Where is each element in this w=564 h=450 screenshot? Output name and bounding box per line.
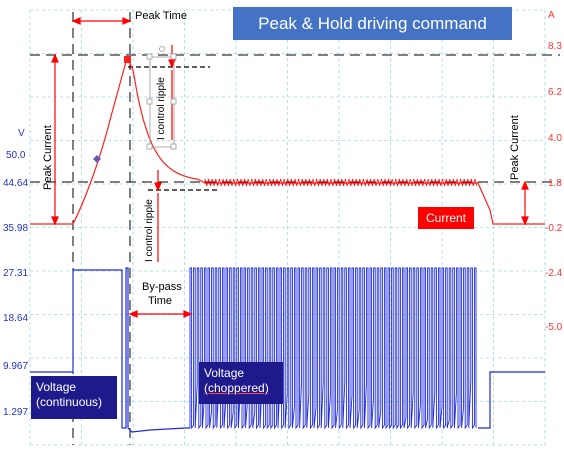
- diagram-title: Peak & Hold driving command: [233, 7, 512, 40]
- right-tick-label: -0.2: [545, 223, 563, 234]
- left-tick-label: 44.64: [3, 178, 29, 189]
- voltage-choppered-line1: Voltage: [204, 366, 245, 380]
- voltage-continuous-label: Voltage (continuous): [31, 376, 117, 419]
- i-control-ripple-label-top: I control ripple: [156, 77, 167, 140]
- right-tick-label: 6.2: [548, 87, 562, 98]
- left-tick-label: 35.98: [3, 223, 29, 234]
- peak-current-label-left: Peak Current: [42, 125, 54, 190]
- right-tick-label: 8.3: [548, 41, 562, 52]
- peak-current-label-right: Peak Current: [509, 115, 521, 180]
- slope-marker: [93, 155, 101, 163]
- text-selection-frame: [146, 46, 177, 150]
- right-axis-unit: A: [548, 10, 555, 21]
- bypass-time-label-line2: Time: [148, 295, 173, 307]
- current-label: Current: [418, 207, 474, 229]
- left-tick-label: 27.31: [3, 268, 29, 279]
- left-tick-label: 50.0: [6, 150, 26, 161]
- right-tick-label: 4.0: [548, 133, 562, 144]
- voltage-choppered-label: Voltage (choppered): [199, 362, 283, 404]
- peak-time-label: Peak Time: [135, 10, 187, 22]
- grid: [29, 9, 546, 446]
- current-trace: [30, 56, 545, 225]
- voltage-continuous-line2: (continuous): [36, 395, 103, 409]
- right-tick-label: -2.4: [545, 268, 563, 279]
- voltage-choppered-line2: (choppered): [204, 381, 269, 395]
- i-control-ripple-label-bottom: I control ripple: [144, 199, 155, 262]
- peak-point-marker: [124, 56, 131, 63]
- left-tick-label: 18.64: [3, 313, 29, 324]
- left-tick-label: 9.967: [3, 361, 29, 372]
- dimension-arrows: [51, 17, 529, 318]
- left-tick-label: 1.297: [3, 407, 29, 418]
- bypass-time-label-line1: By-pass: [142, 281, 182, 293]
- right-tick-label: -5.0: [545, 322, 563, 333]
- right-tick-label: 1.8: [548, 178, 562, 189]
- voltage-continuous-line1: Voltage: [36, 380, 77, 394]
- left-axis-unit: V: [18, 128, 25, 139]
